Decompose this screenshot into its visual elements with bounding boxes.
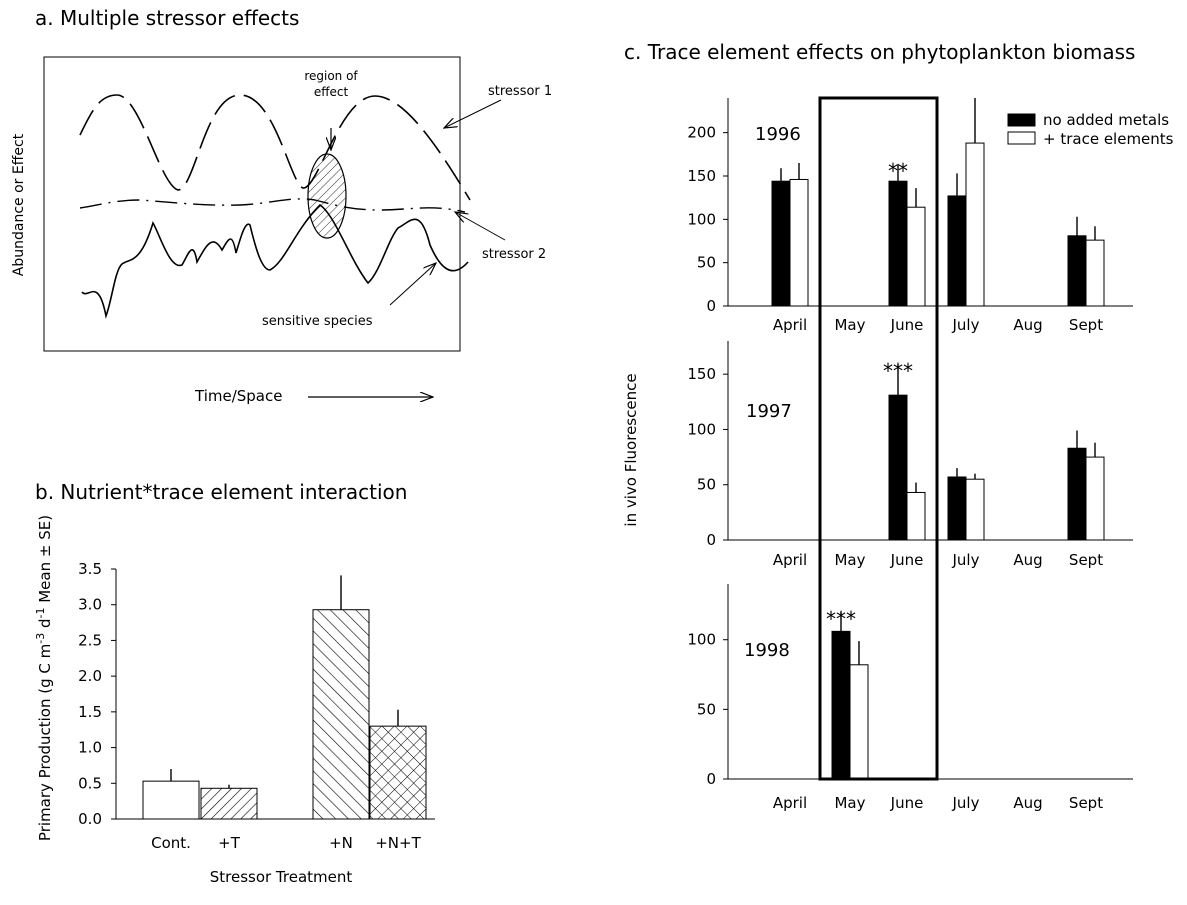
sensitive-species-arrow bbox=[389, 263, 436, 306]
stressor-2-label: stressor 2 bbox=[482, 247, 546, 262]
panel-b-bars bbox=[142, 575, 427, 820]
panel-b-category-label: +T bbox=[218, 834, 241, 852]
panel-c-bars bbox=[771, 98, 1105, 780]
panel-c-month-label: Sept bbox=[1069, 794, 1103, 812]
panel-c-month-label: July bbox=[952, 794, 980, 812]
panel-a-frame bbox=[43, 56, 461, 352]
panel-c-bar bbox=[965, 478, 985, 541]
stressor-1-label: stressor 1 bbox=[488, 84, 552, 99]
panel-b-ytick-label: 3.5 bbox=[78, 560, 102, 578]
legend-swatch-no-added-metals bbox=[1007, 113, 1036, 127]
panel-c-bar bbox=[906, 491, 926, 541]
panel-c-month-label: July bbox=[952, 316, 980, 334]
panel-c-ytick-label: 0 bbox=[706, 770, 716, 788]
panel-c-ytick-label: 50 bbox=[697, 254, 716, 272]
panel-c-month-label: April bbox=[773, 794, 807, 812]
panel-a-ylabel: Abundance or Effect bbox=[11, 133, 27, 276]
panel-b-ytick-label: 2.0 bbox=[78, 667, 102, 685]
panel-b-ytick-label: 1.0 bbox=[78, 739, 102, 757]
panel-c-ytick-label: 100 bbox=[687, 420, 716, 438]
sensitive-species-curve bbox=[81, 203, 469, 319]
stressor-1-curve bbox=[79, 94, 471, 201]
panel-c-ytick-label: 100 bbox=[687, 631, 716, 649]
panel-c-bar bbox=[888, 394, 908, 541]
panel-c-month-label: Aug bbox=[1013, 794, 1042, 812]
panel-c-month-label: Aug bbox=[1013, 551, 1042, 569]
panel-b-category-label: +N bbox=[329, 834, 353, 852]
region-label-line-1: region of bbox=[304, 69, 358, 83]
panel-c-year-label: 1996 bbox=[755, 124, 801, 145]
panel-c-bar bbox=[1067, 235, 1087, 307]
panel-c-ytick-label: 0 bbox=[706, 531, 716, 549]
panel-b-bar bbox=[142, 780, 200, 820]
panel-a-diagram: region of effect stressor 1 stressor 2 s… bbox=[11, 56, 552, 405]
panel-c-bar bbox=[965, 142, 985, 307]
panel-c-ytick-label: 150 bbox=[687, 167, 716, 185]
panel-b-bar bbox=[200, 787, 258, 820]
panel-c-ylabel: in vivo Fluorescence bbox=[622, 373, 640, 526]
legend-swatch-trace-elements bbox=[1007, 131, 1036, 145]
panel-c-year-label: 1997 bbox=[746, 401, 792, 422]
panel-b-bar bbox=[369, 725, 427, 820]
region-label-line-2: effect bbox=[314, 85, 349, 99]
panel-c-ytick-label: 0 bbox=[706, 297, 716, 315]
panel-c-ytick-label: 50 bbox=[697, 476, 716, 494]
region-of-effect-ellipse bbox=[307, 153, 347, 239]
panel-c-year-label: 1998 bbox=[744, 640, 790, 661]
may-june-highlight-box bbox=[818, 96, 939, 781]
panel-c-bar bbox=[789, 178, 809, 307]
panel-b-ytick-label: 0.0 bbox=[78, 810, 102, 828]
panel-c-month-label: April bbox=[773, 551, 807, 569]
panel-c-month-label: Sept bbox=[1069, 551, 1103, 569]
panel-a-title: a. Multiple stressor effects bbox=[35, 6, 300, 30]
panel-c-month-label: May bbox=[834, 316, 865, 334]
stressor-2-arrow bbox=[455, 212, 506, 241]
panel-b-chart: 0.0 0.5 1.0 1.5 2.0 2.5 3.0 3.5 Cont. +T +N +N+T Pr… bbox=[34, 515, 435, 886]
panel-b-category-label: Cont. bbox=[151, 834, 191, 852]
panel-c-ytick-label: 200 bbox=[687, 124, 716, 142]
panel-b-ytick-label: 3.0 bbox=[78, 596, 102, 614]
panel-c-month-label: April bbox=[773, 316, 807, 334]
panel-c-bar bbox=[849, 664, 869, 780]
panel-c-month-label: Aug bbox=[1013, 316, 1042, 334]
panel-c-month-label: June bbox=[890, 794, 924, 812]
sensitive-species-label: sensitive species bbox=[262, 314, 373, 329]
panel-c-title: c. Trace element effects on phytoplankto… bbox=[624, 40, 1136, 64]
panel-b-ytick-label: 1.5 bbox=[78, 703, 102, 721]
panel-b-xlabel: Stressor Treatment bbox=[210, 868, 353, 886]
panel-c-bar bbox=[1085, 456, 1105, 541]
panel-c-bar bbox=[906, 206, 926, 307]
stressor-1-arrow bbox=[444, 99, 502, 128]
panel-b-title: b. Nutrient*trace element interaction bbox=[35, 480, 408, 504]
panel-c-bar bbox=[831, 630, 851, 780]
panel-c-month-label: June bbox=[890, 551, 924, 569]
panel-a-xlabel: Time/Space bbox=[194, 387, 282, 405]
panel-c-legend: no added metals + trace elements bbox=[1007, 111, 1174, 148]
panel-c-bar bbox=[1067, 447, 1087, 541]
panel-c-month-label: July bbox=[952, 551, 980, 569]
panel-b-bar bbox=[312, 609, 370, 820]
panel-c-month-label: May bbox=[834, 794, 865, 812]
panel-c-ytick-label: 150 bbox=[687, 365, 716, 383]
panel-c-bar bbox=[947, 195, 967, 307]
panel-b-category-label: +N+T bbox=[375, 834, 421, 852]
stressor-2-curve bbox=[79, 198, 466, 213]
panel-c-month-label: Sept bbox=[1069, 316, 1103, 334]
panel-c-ytick-label: 50 bbox=[697, 700, 716, 718]
panel-c-month-label: May bbox=[834, 551, 865, 569]
panel-c-bar bbox=[1085, 239, 1105, 307]
panel-b-ytick-label: 0.5 bbox=[78, 774, 102, 792]
panel-c-bar bbox=[771, 180, 791, 307]
panel-b-ylabel: Primary Production (g C m-3 d-1 Mean ± S… bbox=[34, 515, 55, 841]
legend-label-trace-elements: + trace elements bbox=[1043, 130, 1174, 148]
panel-b-ytick-label: 2.5 bbox=[78, 631, 102, 649]
panel-c-bar bbox=[888, 180, 908, 307]
panel-c-month-label: June bbox=[890, 316, 924, 334]
panel-c-bar bbox=[947, 476, 967, 541]
legend-label-no-added-metals: no added metals bbox=[1043, 111, 1169, 129]
panel-c-ytick-label: 100 bbox=[687, 210, 716, 228]
